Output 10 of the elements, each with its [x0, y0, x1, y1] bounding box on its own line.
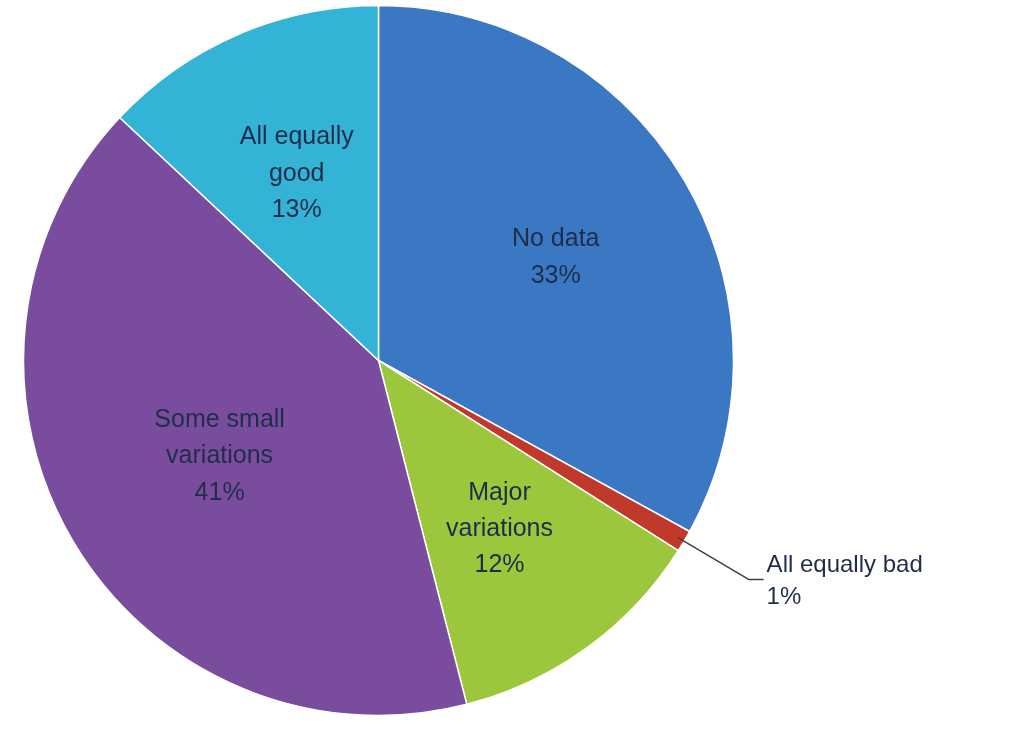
data-label: 33% [530, 259, 581, 288]
data-label: 41% [194, 476, 245, 505]
data-label: 13% [271, 193, 322, 222]
data-label: 12% [474, 549, 525, 578]
slice-label: No data [511, 223, 600, 252]
slice-label: All equally bad [766, 549, 923, 577]
data-label: 1% [766, 582, 802, 610]
slice-label: Major variations [446, 476, 554, 542]
slice-label: All equally good [239, 121, 355, 186]
slice-label: Some small variations [154, 404, 285, 469]
